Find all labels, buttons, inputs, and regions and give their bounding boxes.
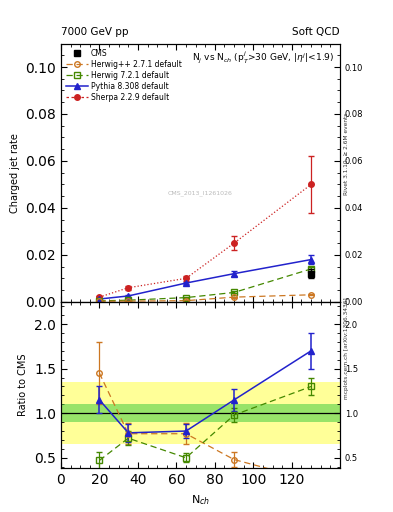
Text: N$_j$ vs N$_{ch}$ (p$_T^j$>30 GeV, |$\eta^j$|<1.9): N$_j$ vs N$_{ch}$ (p$_T^j$>30 GeV, |$\et…: [192, 49, 334, 65]
Text: mcplots.cern.ch [arXiv:1306.3436]: mcplots.cern.ch [arXiv:1306.3436]: [344, 297, 349, 399]
Legend: CMS, Herwig++ 2.7.1 default, Herwig 7.2.1 default, Pythia 8.308 default, Sherpa : CMS, Herwig++ 2.7.1 default, Herwig 7.2.…: [65, 47, 183, 103]
Text: CMS_2013_I1261026: CMS_2013_I1261026: [168, 190, 233, 196]
Y-axis label: Charged jet rate: Charged jet rate: [10, 133, 20, 212]
X-axis label: N$_{ch}$: N$_{ch}$: [191, 493, 210, 507]
Text: Soft QCD: Soft QCD: [292, 27, 340, 37]
Bar: [61, 382, 340, 444]
Bar: [61, 404, 340, 422]
Text: 7000 GeV pp: 7000 GeV pp: [61, 27, 129, 37]
Text: Rivet 3.1.10, ≥ 2.6M events: Rivet 3.1.10, ≥ 2.6M events: [344, 113, 349, 195]
Y-axis label: Ratio to CMS: Ratio to CMS: [18, 354, 29, 416]
